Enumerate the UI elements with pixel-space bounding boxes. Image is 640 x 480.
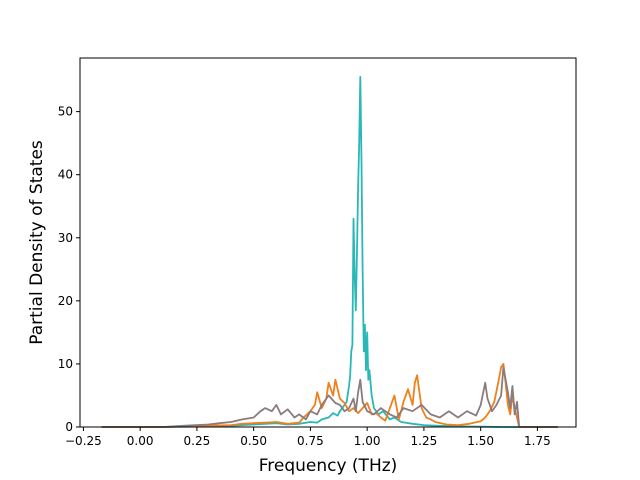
- series-line-2: [101, 362, 558, 428]
- x-tick-label: 0.25: [184, 434, 211, 448]
- x-tick-label: 0.50: [240, 434, 267, 448]
- y-tick-label: 30: [58, 231, 73, 245]
- y-tick-label: 0: [65, 420, 73, 434]
- series-line-1: [101, 76, 558, 428]
- series-line-3: [101, 366, 558, 428]
- y-axis-label: Partial Density of States: [27, 140, 47, 345]
- x-axis: −0.25 0.00 0.25 0.50 0.75 1.00 1.25 1.50 1.75: [65, 427, 551, 448]
- x-tick-label: 1.50: [467, 434, 494, 448]
- x-tick-label: 0.00: [127, 434, 154, 448]
- y-tick-label: 40: [58, 168, 73, 182]
- x-tick-label: 1.25: [411, 434, 438, 448]
- x-axis-label: Frequency (THz): [259, 456, 398, 476]
- y-tick-label: 50: [58, 105, 73, 119]
- x-tick-label: 1.75: [524, 434, 551, 448]
- y-tick-label: 10: [58, 357, 73, 371]
- x-tick-label: 1.00: [354, 434, 381, 448]
- plot-frame: [79, 57, 577, 428]
- y-tick-label: 20: [58, 294, 73, 308]
- series-layer: [101, 76, 558, 428]
- x-tick-label: 0.75: [297, 434, 324, 448]
- x-tick-label: −0.25: [65, 434, 102, 448]
- y-axis: 0 10 20 30 40 50: [58, 105, 80, 434]
